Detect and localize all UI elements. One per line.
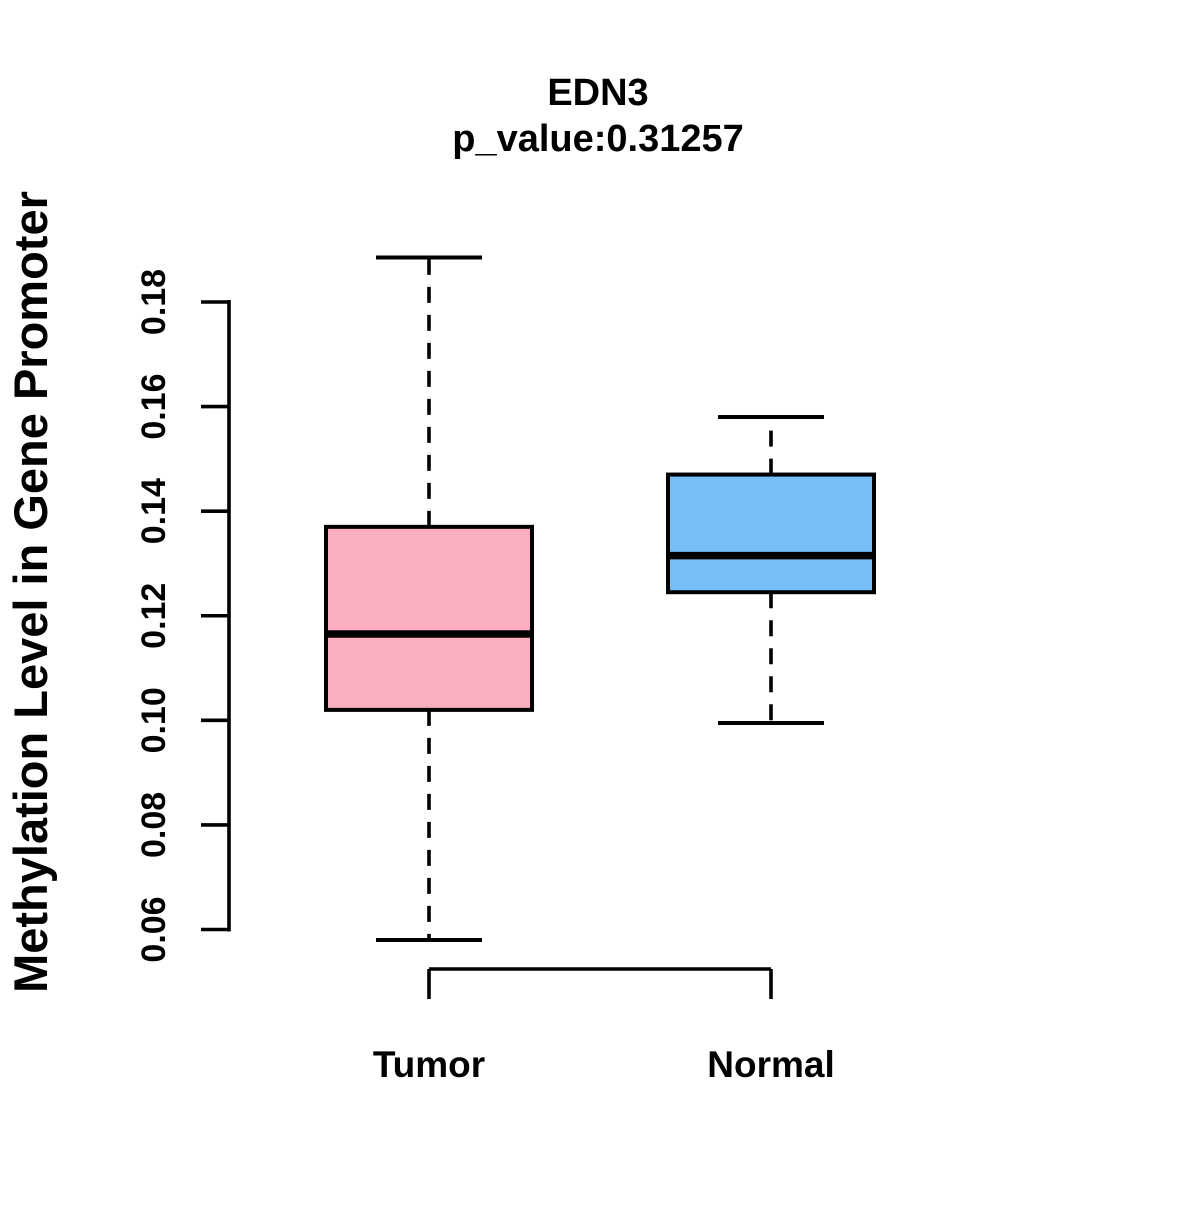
plot-area: 0.06 0.08 0.10 0.12 0.14 0.16 0.18 Tumor Normal bbox=[135, 255, 876, 1085]
x-tick-label-tumor: Tumor bbox=[373, 1044, 485, 1085]
chart-title: EDN3 bbox=[547, 72, 648, 114]
y-tick-label-0.16: 0.16 bbox=[135, 373, 173, 439]
y-tick-label-0.08: 0.08 bbox=[135, 792, 173, 858]
x-tick-label-normal: Normal bbox=[707, 1044, 834, 1085]
y-tick-label-0.10: 0.10 bbox=[135, 687, 173, 753]
tumor-box bbox=[324, 524, 534, 712]
chart-subtitle-pvalue: p_value:0.31257 bbox=[452, 118, 744, 160]
y-tick-label-0.06: 0.06 bbox=[135, 896, 173, 962]
y-tick-label-0.12: 0.12 bbox=[135, 583, 173, 649]
y-axis-title: Methylation Level in Gene Promoter bbox=[4, 191, 57, 993]
y-tick-label-0.14: 0.14 bbox=[135, 478, 173, 544]
y-tick-label-0.18: 0.18 bbox=[135, 269, 173, 335]
normal-box bbox=[666, 472, 876, 595]
